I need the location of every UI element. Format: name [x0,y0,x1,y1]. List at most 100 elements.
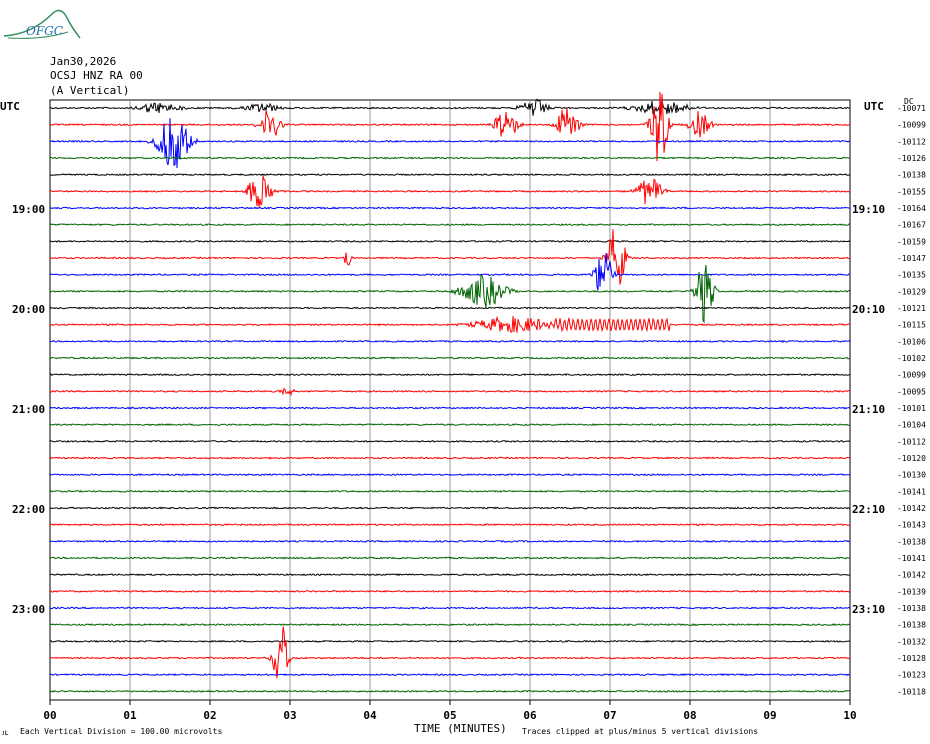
dc-offset-label: -10138 [897,537,926,546]
seismic-trace [49,423,851,427]
seismic-trace [49,689,851,693]
seismic-trace [49,506,851,510]
x-tick-label: 06 [523,709,537,722]
dc-offset-label: -10104 [897,421,926,430]
dc-offset-label: -10102 [897,354,926,363]
seismic-trace [49,253,851,291]
dc-offset-label: -10115 [897,321,926,330]
dc-offset-label: -10135 [897,271,926,280]
seismic-trace [49,206,851,210]
x-tick-label: 01 [123,709,137,722]
left-unit-label: UTC [0,100,20,113]
dc-offset-label: -10139 [897,587,926,596]
left-hour-label: 20:00 [12,303,46,316]
seismic-trace [49,98,851,116]
dc-offset-label: -10071 [897,104,926,113]
dc-offset-label: -10126 [897,154,926,163]
seismic-trace [49,356,851,360]
chart-station: OCSJ HNZ RA 00 [50,69,143,82]
dc-offset-label: -10147 [897,254,926,263]
x-tick-label: 08 [683,709,696,722]
x-tick-label: 10 [843,709,856,722]
seismic-trace [49,639,851,643]
seismic-trace [49,156,851,160]
dc-offset-label: -10099 [897,121,926,130]
dc-offset-label: -10142 [897,571,926,580]
seismic-trace [49,373,851,377]
seismic-trace [49,339,851,343]
seismic-trace [49,623,851,627]
seismic-trace [49,523,851,527]
right-hour-label: 23:10 [852,603,886,616]
clip-note: Traces clipped at plus/minus 5 vertical … [522,727,759,736]
dc-offset-label: -10121 [897,304,926,313]
seismic-trace [49,173,851,177]
dc-offset-label: -10142 [897,504,926,513]
seismic-trace [49,229,850,285]
x-tick-label: 04 [363,709,377,722]
seismic-trace [49,118,851,169]
dc-offset-label: -10112 [897,137,926,146]
dc-offset-label: -10143 [897,521,926,530]
x-tick-label: 05 [443,709,456,722]
seismic-trace [49,626,851,679]
x-tick-label: 07 [603,709,616,722]
left-hour-label: 23:00 [12,603,46,616]
right-hour-label: 19:10 [852,203,886,216]
left-hour-label: 19:00 [12,203,46,216]
dc-label: DC [904,97,914,106]
seismic-trace [49,175,851,207]
dc-offset-label: -10132 [897,637,926,646]
dc-offset-label: -10123 [897,671,926,680]
seismic-trace [49,589,851,593]
seismic-trace [49,91,850,162]
seismic-trace [49,456,851,460]
right-hour-label: 20:10 [852,303,886,316]
seismic-trace [49,264,851,324]
seismic-trace [49,606,851,610]
chart-date: Jan30,2026 [50,55,117,68]
dc-offset-label: -10129 [897,287,926,296]
scale-note: Each Vertical Division = 100.00 microvol… [20,727,223,736]
right-hour-label: 21:10 [852,403,886,416]
right-unit-label: UTC [864,100,884,113]
dc-offset-label: -10101 [897,404,926,413]
seismic-trace [49,673,851,677]
dc-offset-label: -10095 [897,387,926,396]
left-hour-label: 22:00 [12,503,46,516]
seismic-trace [49,439,851,443]
x-tick-label: 09 [763,709,776,722]
x-tick-label: 00 [43,709,56,722]
seismic-trace [49,573,851,577]
seismic-trace [49,239,851,243]
dc-offset-label: -10138 [897,621,926,630]
left-hour-label: 21:00 [12,403,46,416]
dc-offset-label: -10155 [897,187,926,196]
dc-offset-label: -10167 [897,221,926,230]
dc-offset-label: -10164 [897,204,926,213]
seismic-trace [49,306,851,310]
dc-offset-label: -10120 [897,454,926,463]
dc-offset-label: -10130 [897,471,926,480]
seismic-trace [49,556,851,560]
corner-mark: ᴊʟ [2,728,10,737]
x-axis-label: TIME (MINUTES) [414,722,507,735]
chart-component: (A Vertical) [50,84,130,97]
dc-offset-label: -10141 [897,487,926,496]
dc-offset-label: -10106 [897,337,926,346]
dc-offset-label: -10159 [897,237,926,246]
seismic-trace [49,223,851,227]
dc-offset-label: -10112 [897,437,926,446]
seismic-trace [49,473,851,477]
seismic-trace [49,539,851,543]
dc-offset-label: -10099 [897,371,926,380]
dc-offset-label: -10118 [897,687,926,696]
dc-offset-label: -10138 [897,171,926,180]
mountain-swoosh-logo-icon [3,9,81,39]
right-hour-label: 22:10 [852,503,886,516]
x-tick-label: 03 [283,709,296,722]
dc-offset-label: -10141 [897,554,926,563]
dc-offset-label: -10138 [897,604,926,613]
logo-text: OFGC [26,24,63,38]
